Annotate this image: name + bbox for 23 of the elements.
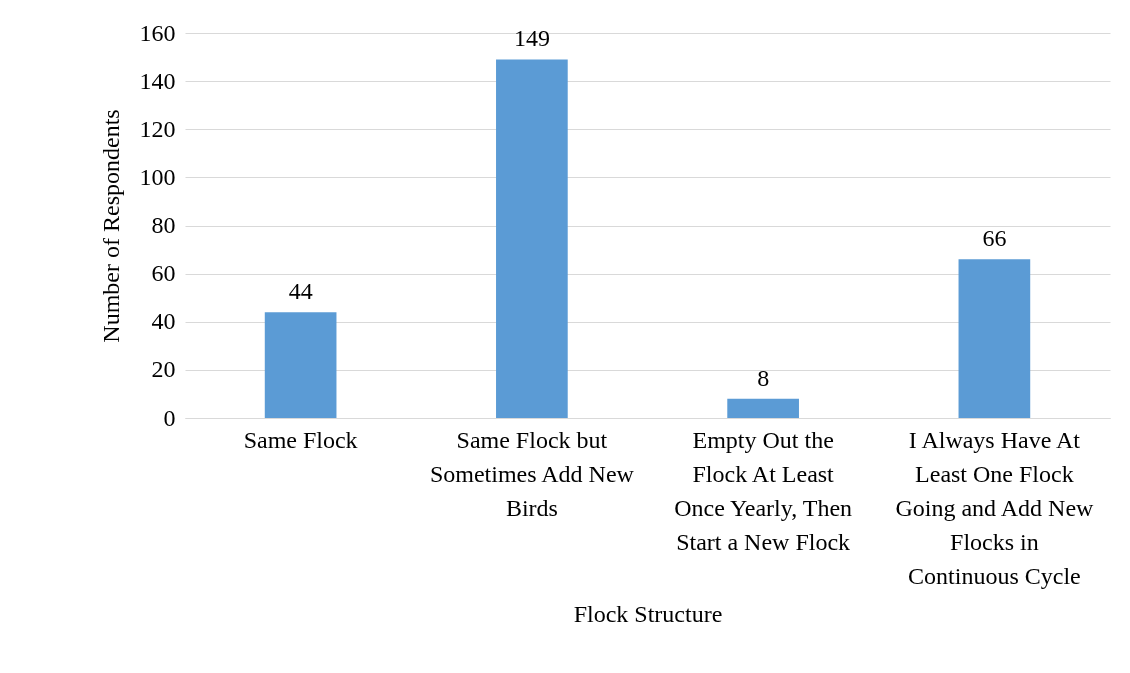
y-tick-label: 120 xyxy=(139,115,176,142)
y-tick-label: 80 xyxy=(151,212,176,238)
y-axis-title: Number of Respondents xyxy=(97,109,124,343)
x-tick-label: Same Flock but Sometimes Add New Birds xyxy=(429,426,635,521)
y-tick-label: 160 xyxy=(139,19,176,46)
y-tick-label: 20 xyxy=(151,356,176,383)
y-tick-label: 140 xyxy=(139,67,176,94)
y-tick-label: 0 xyxy=(163,404,176,431)
x-tick-label: I Always Have At Least One Flock Going and Add New Flocks in Continuous Cycle xyxy=(895,426,1095,589)
data-label: 8 xyxy=(757,364,770,391)
y-tick-label: 60 xyxy=(151,260,176,287)
y-tick-label: 40 xyxy=(151,308,176,335)
bar xyxy=(264,312,337,418)
x-tick-label: Empty Out the Flock At Least Once Yearly, Then Start a New Flock xyxy=(674,426,853,555)
y-tick-label: 100 xyxy=(139,163,176,190)
data-label: 44 xyxy=(288,278,313,305)
x-axis-title: Flock Structure xyxy=(573,600,723,627)
x-tick-label: Same Flock xyxy=(243,426,358,453)
data-label: 149 xyxy=(513,25,550,52)
bar xyxy=(727,398,799,418)
data-label: 66 xyxy=(982,225,1007,252)
bar xyxy=(958,259,1031,418)
bar xyxy=(496,59,568,418)
